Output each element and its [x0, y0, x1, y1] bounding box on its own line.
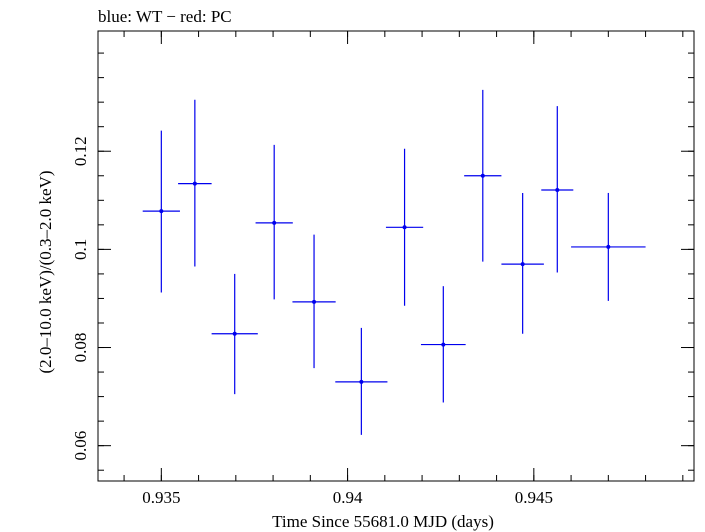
- point-marker: [159, 209, 164, 214]
- point-marker: [441, 342, 446, 347]
- point-marker: [272, 220, 277, 225]
- y-tick-label: 0.06: [71, 431, 90, 461]
- x-tick-label: 0.94: [333, 488, 363, 507]
- data-point: [571, 192, 646, 301]
- data-point: [541, 106, 574, 273]
- y-tick-label: 0.1: [71, 239, 90, 260]
- point-marker: [359, 379, 364, 384]
- point-marker: [192, 181, 197, 186]
- data-point: [292, 234, 336, 369]
- data-point: [211, 273, 258, 395]
- point-marker: [555, 187, 560, 192]
- point-marker: [232, 331, 237, 336]
- data-point: [385, 148, 424, 306]
- point-marker: [606, 244, 611, 249]
- data-point: [142, 130, 180, 293]
- data-point: [255, 144, 293, 300]
- data-point: [420, 286, 466, 403]
- y-tick-label: 0.08: [71, 333, 90, 363]
- x-tick-label: 0.935: [142, 488, 180, 507]
- axes: 0.935 0.94 0.945 0.06 0.08 0.1 0.12: [71, 31, 694, 507]
- x-tick-label: 0.945: [515, 488, 553, 507]
- plot-frame: [97, 30, 695, 482]
- data-point: [178, 99, 212, 267]
- data-point: [335, 327, 388, 435]
- data-point: [501, 192, 544, 334]
- data-point: [464, 89, 502, 262]
- chart-title: blue: WT − red: PC: [98, 7, 232, 26]
- point-marker: [480, 173, 485, 178]
- y-tick-label: 0.12: [71, 136, 90, 166]
- point-marker: [402, 225, 407, 230]
- x-axis-label: Time Since 55681.0 MJD (days): [272, 512, 494, 531]
- point-marker: [520, 262, 525, 267]
- y-axis-label: (2.0–10.0 keV)/(0.3–2.0 keV): [36, 170, 55, 373]
- data-points: [142, 89, 646, 435]
- point-marker: [312, 299, 317, 304]
